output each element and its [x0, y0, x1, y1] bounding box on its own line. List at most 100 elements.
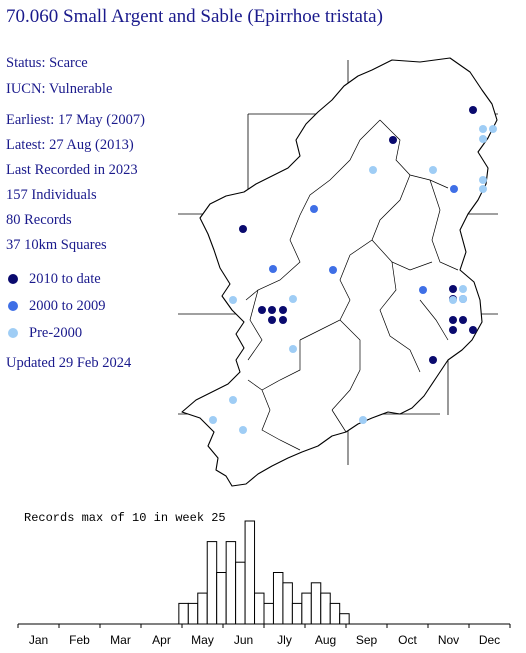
record-dot — [459, 295, 467, 303]
record-dot — [279, 306, 287, 314]
month-label: Jan — [28, 633, 49, 647]
histogram-bar — [216, 572, 227, 625]
county-line — [379, 119, 449, 189]
month-ticks — [17, 624, 511, 628]
record-dot — [279, 316, 287, 324]
histogram-bar — [235, 561, 246, 625]
record-dot — [329, 266, 337, 274]
county-line — [299, 119, 381, 216]
squares-count: 37 10km Squares — [6, 237, 107, 253]
month-label: Jun — [233, 633, 254, 647]
record-dot — [229, 296, 237, 304]
county-line — [261, 389, 301, 451]
updated-text: Updated 29 Feb 2024 — [6, 355, 132, 371]
histogram-bar — [206, 541, 218, 625]
legend-label: 2000 to 2009 — [29, 297, 106, 314]
histogram-bar — [282, 582, 293, 625]
histogram-bar — [225, 541, 237, 625]
record-dot — [479, 185, 487, 193]
legend-item-pre-2000: Pre-2000 — [8, 324, 82, 342]
month-label: May — [191, 633, 214, 647]
legend-dot-icon — [8, 274, 18, 284]
record-dot — [489, 125, 497, 133]
legend-item-2010-to-date: 2010 to date — [8, 270, 101, 288]
record-dot — [469, 326, 477, 334]
record-dot — [449, 285, 457, 293]
record-dot — [450, 185, 458, 193]
latest-text: Latest: 27 Aug (2013) — [6, 137, 134, 153]
record-dot — [289, 295, 297, 303]
county-line — [299, 254, 351, 341]
histogram-bar — [329, 602, 341, 625]
histogram-bar — [187, 602, 199, 625]
month-label: Feb — [69, 633, 90, 647]
record-dot — [469, 106, 477, 114]
county-line — [245, 214, 301, 301]
histogram-bars — [178, 520, 350, 625]
month-label: Mar — [110, 633, 131, 647]
histogram-bar — [320, 592, 331, 625]
legend-dot-icon — [8, 328, 18, 338]
county-line — [371, 239, 433, 271]
record-dot — [479, 125, 487, 133]
histogram-bar — [254, 592, 265, 625]
county-line — [349, 174, 411, 256]
record-dot — [310, 205, 318, 213]
month-label: Dec — [478, 633, 501, 647]
record-dot — [269, 265, 277, 273]
last-recorded-text: Last Recorded in 2023 — [6, 162, 138, 178]
month-label: Jly — [277, 633, 292, 647]
record-dot — [359, 416, 367, 424]
month-label: Aug — [314, 633, 337, 647]
county-line — [429, 179, 459, 271]
record-dot — [229, 396, 237, 404]
record-dot — [258, 306, 266, 314]
county-line — [419, 299, 449, 341]
county-boundaries — [245, 119, 459, 451]
island-outline — [181, 57, 498, 487]
histogram-bar — [178, 602, 189, 625]
county-line — [247, 340, 301, 391]
record-dot — [268, 306, 276, 314]
histogram-title: Records max of 10 in week 25 — [24, 511, 226, 525]
record-dot — [209, 416, 217, 424]
record-dot — [459, 285, 467, 293]
status-text: Status: Scarce — [6, 55, 88, 71]
record-dot — [268, 316, 276, 324]
record-dot — [479, 135, 487, 143]
month-label: Sep — [355, 633, 378, 647]
individuals-count: 157 Individuals — [6, 187, 97, 203]
record-dot — [429, 356, 437, 364]
record-dot — [239, 426, 247, 434]
record-dot — [449, 296, 457, 304]
legend-label: 2010 to date — [29, 270, 101, 287]
record-dot — [459, 316, 467, 324]
earliest-text: Earliest: 17 May (2007) — [6, 112, 145, 128]
county-line — [247, 289, 263, 361]
records-count: 80 Records — [6, 212, 72, 228]
record-dot — [289, 345, 297, 353]
record-dot — [239, 225, 247, 233]
histogram-bar — [339, 613, 350, 625]
iucn-text: IUCN: Vulnerable — [6, 81, 113, 97]
county-line — [331, 409, 347, 433]
month-label: Apr — [152, 633, 171, 647]
histogram-bar — [263, 602, 274, 625]
legend-dot-icon — [8, 301, 18, 311]
ireland-distribution-map — [178, 57, 498, 487]
histogram-bar — [244, 520, 256, 625]
histogram-bar — [301, 592, 312, 625]
county-line — [331, 319, 361, 411]
record-dot — [479, 176, 487, 184]
record-markers — [209, 106, 497, 434]
month-label: Nov — [437, 633, 460, 647]
histogram-bar — [291, 602, 303, 625]
record-dot — [449, 326, 457, 334]
county-line — [379, 261, 421, 373]
month-label: Oct — [398, 633, 417, 647]
histogram-bar — [197, 592, 208, 625]
record-dot — [429, 166, 437, 174]
record-dot — [419, 286, 427, 294]
